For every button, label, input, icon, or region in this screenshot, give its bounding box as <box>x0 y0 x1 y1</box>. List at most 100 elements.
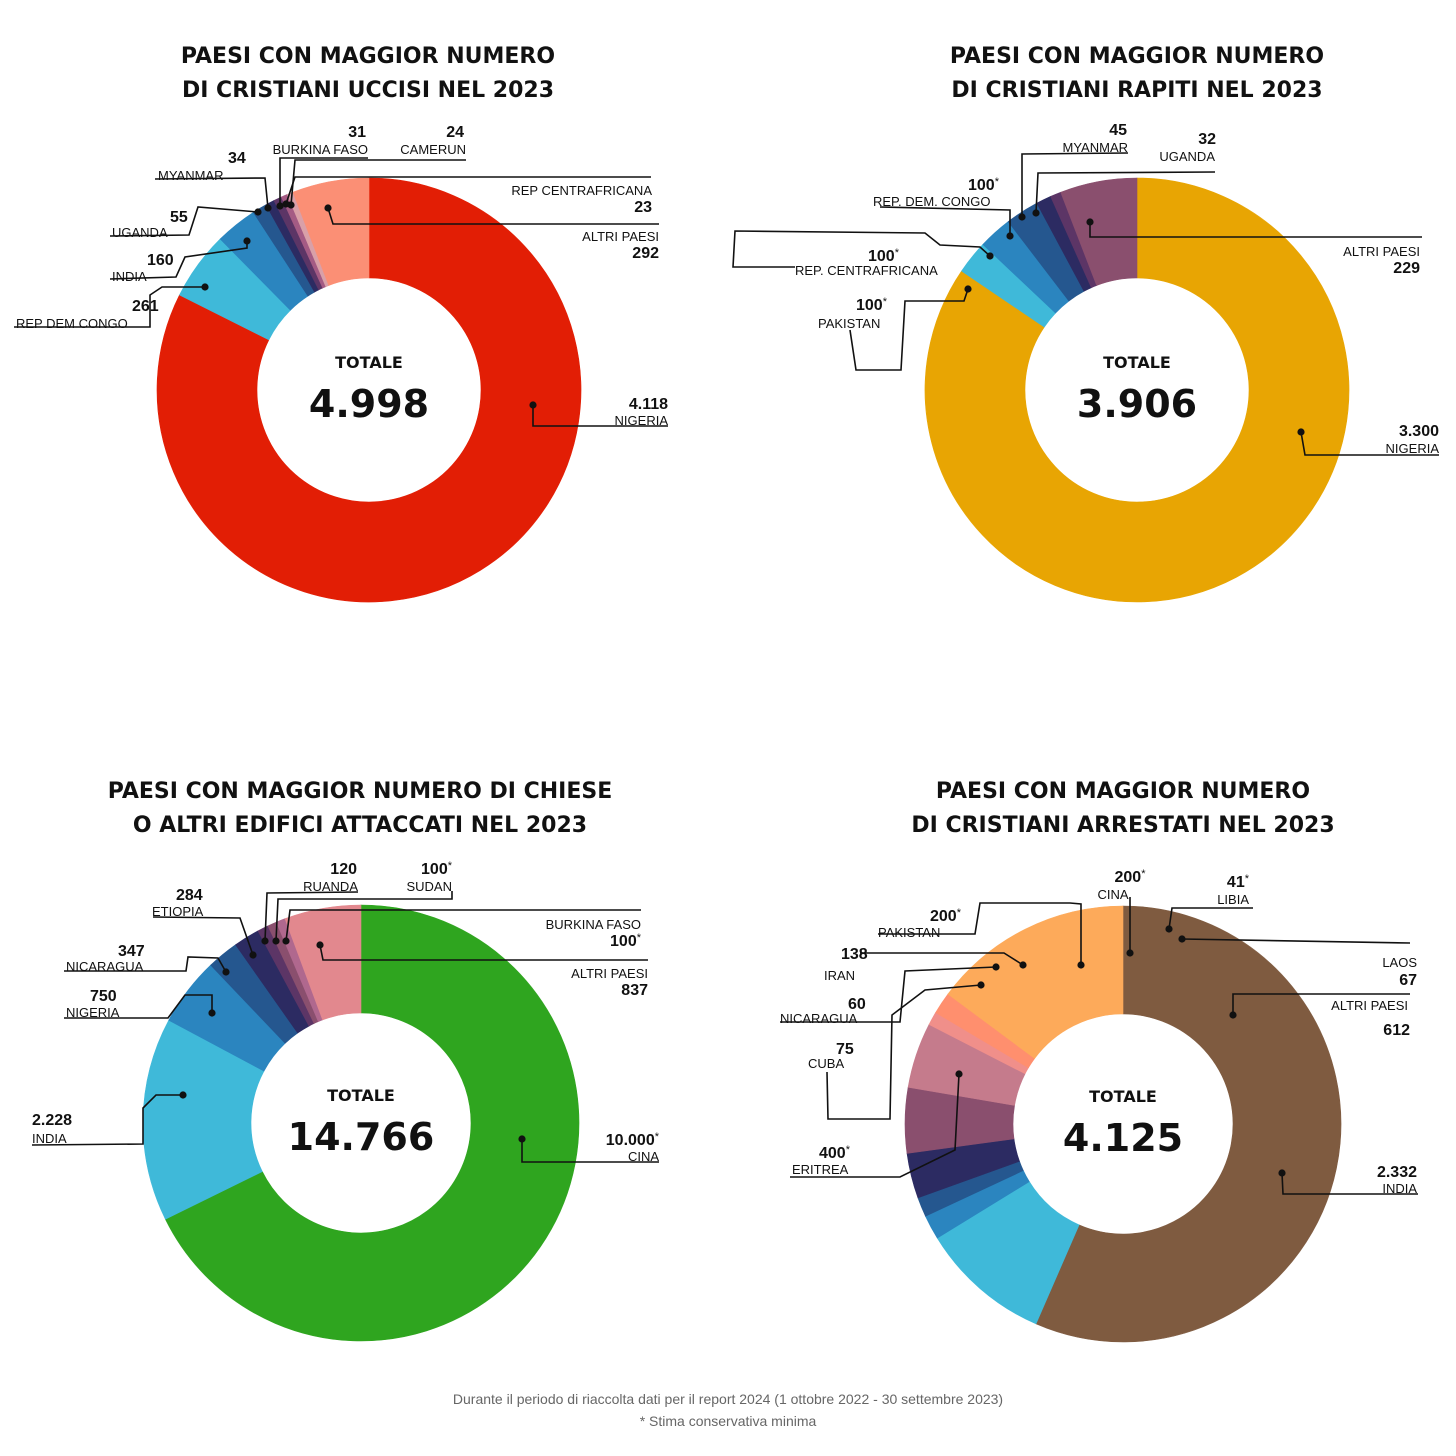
leader-dot-laos <box>1178 935 1186 943</box>
footer-period-note: Durante il periodo di riaccolta dati per… <box>452 1391 1004 1407</box>
chart-title-line-1: PAESI CON MAGGIOR NUMERO DI CHIESE <box>108 779 613 804</box>
leader-dot-rep-centrafricana <box>986 252 994 260</box>
leader-dot-burkina-faso <box>282 937 290 945</box>
value-label-laos: 67 <box>1399 972 1417 989</box>
value-label-nigeria: 750 <box>90 988 117 1005</box>
leader-dot-sudan <box>272 937 280 945</box>
value-label-cina: 200* <box>1115 868 1147 886</box>
value-label-india: 2.228 <box>32 1112 72 1129</box>
country-label-myanmar: MYANMAR <box>158 168 223 183</box>
country-label-cina: CINA <box>628 1149 659 1164</box>
leader-dot-myanmar <box>264 204 272 212</box>
value-label-rep-centrafricana: 100* <box>868 247 900 265</box>
leader-line-uganda <box>1035 171 1216 214</box>
leader-line-nigeria <box>1300 431 1439 456</box>
country-label-rep-centrafricana: REP. CENTRAFRICANA <box>795 263 938 278</box>
leader-dot-pakistan <box>964 285 972 293</box>
leader-dot-cina <box>518 1135 526 1143</box>
leader-dot-nigeria <box>208 1009 216 1017</box>
leader-dot-uganda <box>254 208 262 216</box>
value-label-burkina-faso: 100* <box>610 932 642 950</box>
leader-line-burkina-faso <box>285 909 641 942</box>
value-label-pakistan: 100* <box>856 296 888 314</box>
leader-line-iran <box>860 952 1024 966</box>
chart-title-line-2: DI CRISTIANI ARRESTATI NEL 2023 <box>911 813 1334 838</box>
estimate-star: * <box>1245 873 1250 885</box>
leader-line-rep-dem-congo <box>879 206 1011 236</box>
leader-line-nigeria <box>532 405 668 427</box>
country-label-cina: CINA <box>1097 887 1128 902</box>
leader-line-etiopia <box>152 916 254 956</box>
value-label-myanmar: 34 <box>228 150 246 167</box>
country-label-pakistan: PAKISTAN <box>878 925 940 940</box>
donut-chart-4: PAESI CON MAGGIOR NUMERO DI CRISTIANI ARR… <box>780 779 1418 1343</box>
country-label-camerun: CAMERUN <box>400 142 466 157</box>
chart-title-line-1: PAESI CON MAGGIOR NUMERO <box>181 44 555 69</box>
chart-title-line-2: O ALTRI EDIFICI ATTACCATI NEL 2023 <box>133 813 587 838</box>
leader-line-india <box>31 1094 183 1146</box>
leader-dot-nigeria <box>529 401 537 409</box>
country-label-nicaragua: NICARAGUA <box>66 959 144 974</box>
leader-dot-nicaragua <box>992 963 1000 971</box>
value-label-sudan: 100* <box>421 860 453 878</box>
value-label-cuba: 75 <box>836 1041 854 1058</box>
country-label-uganda: UGANDA <box>112 225 168 240</box>
leader-line-burkina-faso <box>279 157 368 206</box>
leader-line-rep-centrafricana <box>732 230 991 268</box>
country-label-burkina-faso: BURKINA FASO <box>546 917 641 932</box>
value-label-cina: 10.000* <box>606 1131 660 1149</box>
chart-title-line-2: DI CRISTIANI RAPITI NEL 2023 <box>951 78 1322 103</box>
slice-nigeria <box>156 177 582 603</box>
country-label-india: INDIA <box>1382 1181 1417 1196</box>
value-label-uganda: 32 <box>1198 131 1216 148</box>
total-value: 4.998 <box>309 382 429 426</box>
leader-line-myanmar <box>1021 152 1129 217</box>
footer-estimate-note: * Stima conservativa minima <box>639 1413 817 1429</box>
country-label-cuba: CUBA <box>808 1056 844 1071</box>
leader-dot-nicaragua <box>222 968 230 976</box>
leader-dot-rep-dem-congo <box>201 283 209 291</box>
leader-line-pakistan <box>878 902 1082 965</box>
leader-line-myanmar <box>154 177 269 209</box>
leader-dot-india <box>243 237 251 245</box>
estimate-star: * <box>655 1131 660 1143</box>
country-label-pakistan: PAKISTAN <box>818 316 880 331</box>
slice-altri-paesi <box>292 177 370 286</box>
value-label-india: 2.332 <box>1377 1164 1417 1181</box>
leader-dot-uganda <box>1032 209 1040 217</box>
value-label-eritrea: 400* <box>819 1144 851 1162</box>
country-label-altri-paesi: ALTRI PAESI <box>1331 998 1408 1013</box>
leader-dot-libia <box>1165 925 1173 933</box>
slice-altri-paesi <box>1060 177 1138 286</box>
leader-dot-altri-paesi <box>324 204 332 212</box>
slice-cina <box>164 904 580 1342</box>
value-label-etiopia: 284 <box>176 887 203 904</box>
leader-line-nicaragua <box>64 956 227 973</box>
value-label-india: 160 <box>147 252 174 269</box>
estimate-star: * <box>883 296 888 308</box>
country-label-india: INDIA <box>112 269 147 284</box>
total-label: TOTALE <box>335 353 403 372</box>
leader-line-india <box>109 241 248 280</box>
leader-line-eritrea <box>790 1073 960 1178</box>
leader-line-nicaragua <box>780 966 997 1023</box>
leader-line-uganda <box>109 206 259 237</box>
country-label-nigeria: NIGERIA <box>615 413 669 428</box>
leader-line-india <box>1281 1172 1418 1195</box>
donut-chart-2: PAESI CON MAGGIOR NUMERO DI CRISTIANI RAP… <box>732 44 1439 603</box>
country-label-sudan: SUDAN <box>406 879 452 894</box>
value-label-nicaragua: 347 <box>118 943 145 960</box>
value-label-ruanda: 120 <box>330 861 357 878</box>
estimate-star: * <box>995 176 1000 188</box>
country-label-india: INDIA <box>32 1131 67 1146</box>
leader-line-cuba <box>826 984 982 1120</box>
value-label-rep-dem-congo: 100* <box>968 176 1000 194</box>
leader-line-altri-paesi <box>1232 993 1410 1015</box>
slice-india <box>1035 905 1342 1343</box>
estimate-star: * <box>1141 868 1146 880</box>
leader-dot-etiopia <box>249 951 257 959</box>
leader-dot-india <box>1278 1169 1286 1177</box>
value-label-myanmar: 45 <box>1109 122 1127 139</box>
value-label-camerun: 24 <box>446 124 464 141</box>
